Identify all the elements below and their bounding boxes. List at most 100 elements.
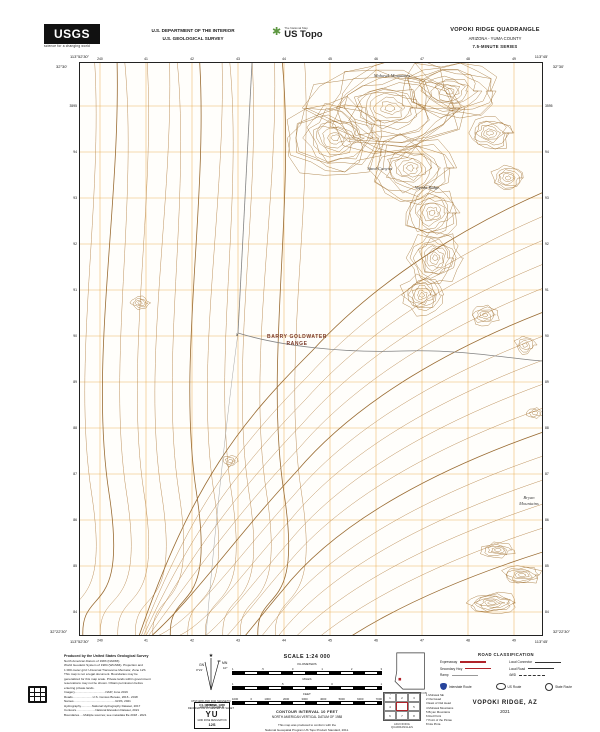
road-classification-legend: ROAD CLASSIFICATION Expressway Secondary … (440, 652, 572, 691)
grid-label-right: 88 (545, 426, 549, 430)
road-classification-title: ROAD CLASSIFICATION (478, 652, 534, 657)
interstate-shield-icon (440, 683, 447, 690)
feature-label: Sand Canyon (368, 166, 393, 171)
vertical-datum: NORTH AMERICAN VERTICAL DATUM OF 1988 (271, 715, 343, 720)
corner-coord-se-lon: 113°45' (534, 639, 548, 644)
road-class-row: Secondary Hwy (440, 667, 503, 671)
road-class-row: Expressway (440, 660, 503, 664)
usng-title: U.S. NATIONAL GRID (198, 704, 226, 707)
grid-label-top: 41 (144, 57, 148, 61)
grid-label-left: 3595 (69, 104, 77, 108)
grid-label-bottom: 48 (466, 639, 470, 643)
source-line: Imagery.................................… (64, 690, 128, 695)
contour-interval: CONTOUR INTERVAL 10 FEET (276, 710, 338, 715)
adjoining-center-cell (396, 702, 408, 711)
adjoining-cell: 7 (396, 711, 408, 720)
usgs-logo-text: USGS (53, 27, 90, 41)
credit-line: North American Datum of 1983 (NAD83) (64, 659, 120, 663)
grid-label-right: 93 (545, 196, 549, 200)
declination-note-2: DECLINATION AT CENTER OF SHEET (188, 707, 234, 711)
route-marker: US Route (495, 682, 522, 691)
source-line: Contours.......................National … (64, 708, 140, 713)
grid-label-right: 92 (545, 242, 549, 246)
feature-label: Mohawk Mountains (373, 73, 411, 78)
sheet-title: VOPOKI RIDGE, AZ (472, 700, 538, 706)
data-source-list: Imagery.................................… (64, 690, 184, 717)
grid-label-left: 86 (73, 518, 77, 522)
route-marker: State Route (545, 682, 572, 691)
scale-title: SCALE 1:24 000 (283, 654, 331, 660)
route-marker: Interstate Route (440, 683, 472, 691)
source-line: Boundaries.....Multiple sources; see met… (64, 712, 147, 717)
corner-coord-sw-lon: 113°52'30" (70, 639, 90, 644)
range-label-line1: BARRY GOLDWATER (267, 334, 327, 340)
declination-note-1: UTM GRID AND 2021 MAGNETIC NORTH (191, 700, 231, 707)
svg-text:0°21': 0°21' (196, 668, 203, 672)
scale-bar-unit: MILES (302, 676, 312, 681)
corner-coord-ne-lat: 32°30' (552, 64, 564, 69)
flower-icon: ✱ (272, 26, 282, 39)
adjoining-label: ADJOINING QUADRANGLES (390, 722, 414, 729)
road-class-label: Secondary Hwy (440, 666, 463, 671)
grid-label-right: 3595 (545, 104, 553, 108)
corner-coord-nw-lat: 32°30' (56, 64, 68, 69)
grid-label-top: 47 (420, 57, 424, 61)
grid-label-left: 84 (73, 610, 77, 614)
scale-bar-ticks: 1000 0 1000 2000 3000 4000 5000 6000 7000 (232, 696, 382, 701)
grid-label-bottom: 49 (512, 639, 516, 643)
ustopo-logo: ✱ The National Map US Topo (272, 26, 323, 40)
grid-label-right: 91 (545, 288, 549, 292)
svg-text:GN: GN (199, 663, 205, 667)
declination-arrows: ★ GN 0°21' MN 10° (196, 653, 228, 691)
grid-label-left: 93 (73, 196, 77, 200)
grid-label-top: 43 (236, 57, 240, 61)
route-label: US Route (507, 684, 522, 689)
map-collar-footer: Produced by the United States Geological… (0, 640, 600, 732)
grid-label-left: 85 (73, 564, 77, 568)
grid-label-right: 85 (545, 564, 549, 568)
grid-label-left: 88 (73, 426, 77, 430)
road-class-row: Ramp (440, 673, 503, 677)
road-class-row: Local Connector (509, 660, 572, 664)
grid-label-right: 86 (545, 518, 549, 522)
scale-bar-unit: KILOMETERS (297, 662, 317, 666)
grid-label-bottom: 43 (236, 639, 240, 643)
grid-label-top: 42 (190, 57, 194, 61)
topo-map-area: Mohawk Mountains Sand Canyon Vopoki Ridge B… (50, 54, 570, 644)
national-map-label: The National Map (284, 26, 308, 30)
route-label: State Route (555, 684, 572, 689)
road-sample-line (465, 668, 492, 669)
road-class-label: Local Connector (509, 660, 533, 664)
grid-label-right: 90 (545, 334, 549, 338)
adjoining-name: 4 Mohawk Mountains (426, 705, 454, 710)
corner-coord-nw-lon: 113°52'30" (70, 54, 90, 59)
grid-label-left: 92 (73, 242, 77, 246)
scale-bars: KILOMETERS 1.5 0 1 2 3 MILES 1.5 0 1 FEET 1000 0 1000… (232, 662, 382, 706)
ustopo-label: US Topo (284, 29, 323, 40)
usng-square-id-label: 100,000-m SQUARE ID (199, 707, 225, 709)
grid-label-bottom: 42 (190, 639, 194, 643)
produced-by-title: Produced by the United States Geological… (64, 654, 149, 658)
department-heading: U.S. DEPARTMENT OF THE INTERIOR U.S. GEO… (118, 27, 268, 43)
source-line: Hydrography.............National Hydrogr… (64, 703, 141, 708)
adjoining-cell: 3 (408, 693, 420, 702)
grid-label-top: 45 (328, 57, 332, 61)
credit-line: reservations may not be shown. Obtain pe… (64, 681, 144, 686)
feature-label: Mountains (518, 501, 539, 506)
grid-label-bottom: 45 (328, 639, 332, 643)
qr-code-mark (28, 686, 47, 703)
sheet-year: 2021 (500, 709, 510, 714)
credit-line: This map is not a legal document. Bounda… (64, 672, 138, 677)
grid-label-right: 94 (545, 150, 549, 154)
adjoining-cell: 6 (384, 711, 396, 720)
usgs-tagline: science for a changing world (44, 44, 90, 48)
grid-label-left: 89 (73, 380, 77, 384)
adjoining-name: 5 Bryan Mountains (426, 709, 451, 714)
road-sample-line (535, 661, 562, 663)
adjoining-name: 8 Isla Pinta (426, 722, 441, 727)
state-route-circle-icon (545, 682, 554, 691)
map-graphics: Mohawk Mountains Sand Canyon Vopoki Ridge B… (80, 63, 542, 635)
usng-square-id: YU (205, 710, 219, 719)
